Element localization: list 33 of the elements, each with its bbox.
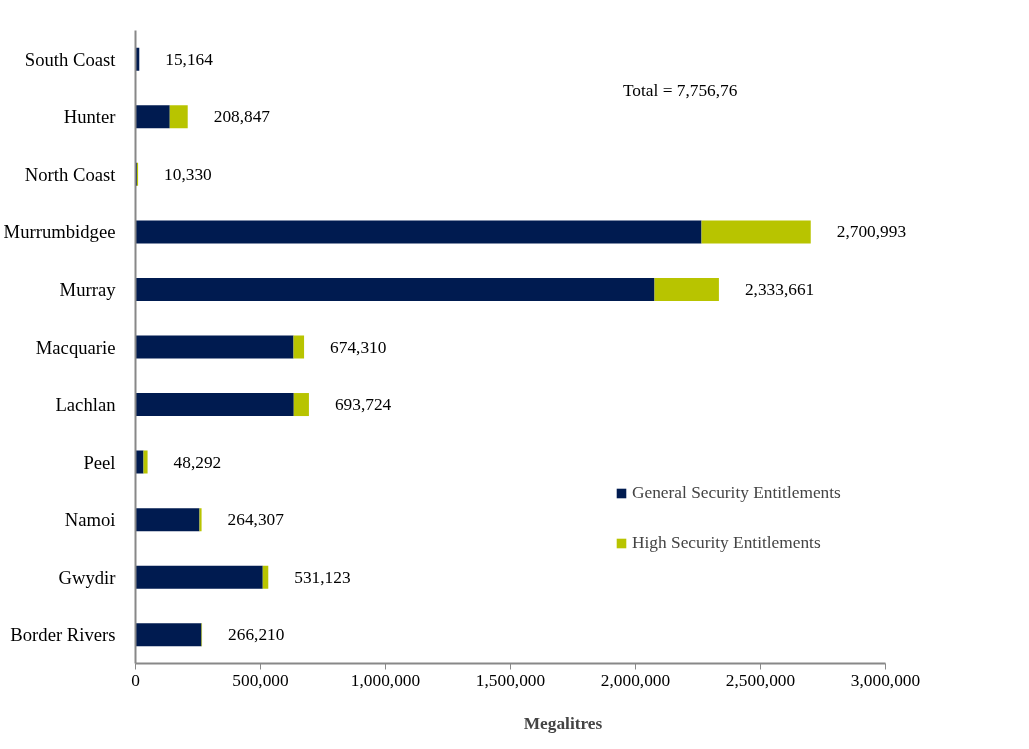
- x-axis-title: Megalitres: [523, 713, 603, 733]
- x-tick-label: 1,000,000: [350, 670, 421, 690]
- annotation: Total = 7,756,76: [623, 81, 738, 101]
- x-tick-label: 3,000,000: [850, 670, 921, 690]
- total-label: 674,310: [330, 337, 387, 357]
- x-tick-label: 500,000: [232, 670, 289, 690]
- y-tick-label: Hunter: [63, 106, 117, 128]
- total-label: 10,330: [164, 164, 212, 184]
- y-tick-label: Peel: [83, 451, 116, 473]
- y-tick-label: South Coast: [24, 48, 117, 70]
- y-tick-label: North Coast: [24, 163, 117, 185]
- y-tick-label: Border Rivers: [10, 624, 116, 646]
- legend-label: High Security Entitlements: [632, 533, 821, 553]
- total-label: 208,847: [213, 107, 271, 127]
- total-label: 693,724: [334, 395, 392, 415]
- total-label: 15,164: [165, 49, 214, 69]
- legend-label: General Security Entitlements: [632, 483, 841, 503]
- total-label: 48,292: [173, 452, 222, 472]
- total-label: 2,333,661: [744, 279, 815, 299]
- x-tick-label: 2,500,000: [725, 670, 796, 690]
- y-tick-label: Namoi: [64, 509, 116, 531]
- total-label: 264,307: [227, 510, 285, 530]
- x-tick-label: 2,000,000: [600, 670, 671, 690]
- y-tick-label: Gwydir: [58, 566, 117, 588]
- y-tick-label: Murrumbidgee: [3, 221, 116, 243]
- y-tick-label: Lachlan: [55, 394, 117, 416]
- total-label: 531,123: [294, 567, 351, 587]
- y-tick-label: Macquarie: [35, 336, 116, 358]
- total-label: 2,700,993: [836, 222, 907, 242]
- y-tick-label: Murray: [59, 278, 117, 300]
- x-tick-label: 1,500,000: [475, 670, 546, 690]
- x-tick-label: 0: [131, 670, 140, 690]
- total-label: 266,210: [228, 625, 285, 645]
